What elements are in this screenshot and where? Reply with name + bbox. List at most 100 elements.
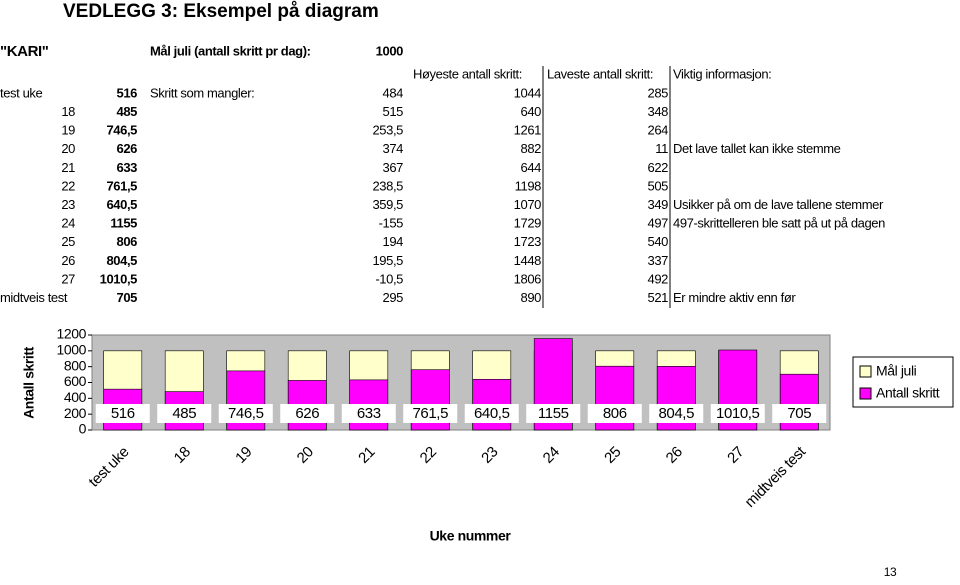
table-cell: 359,5 [372,197,403,212]
table-cell: Det lave tallet kan ikke stemme [673,141,841,156]
x-tick-label: 20 [294,444,317,467]
table-cell: 1729 [514,216,541,231]
column-header: Høyeste antall skritt: [413,66,522,81]
label-box [157,404,212,423]
table-cell: Usikker på om de lave tallene stemmer [673,197,884,212]
table-cell: 882 [521,141,542,156]
table-cell: -10,5 [375,271,403,286]
table-cell: 20 [61,141,75,156]
table-cell: 25 [61,234,75,249]
column-header: Viktig informasjon: [673,66,771,81]
table-cell: 285 [648,85,669,100]
x-tick-label: 27 [724,444,747,467]
table-cell: 1448 [514,253,541,268]
goal-value: 1000 [376,43,403,58]
label-box [526,404,581,423]
table-cell: 367 [383,160,404,175]
column-header: Laveste antall skritt: [547,66,653,81]
page-title: VEDLEGG 3: Eksempel på diagram [63,1,379,22]
y-tick-label: 400 [64,389,87,405]
table-cell: 516 [117,85,138,100]
table-cell: 1261 [514,123,541,138]
data-label: 761,5 [412,405,448,422]
label-box [95,404,150,423]
x-tick-label: 25 [601,444,624,467]
data-label: 806 [603,405,627,422]
y-tick-label: 200 [64,405,87,421]
legend-swatch [859,365,872,378]
table-cell: 640 [521,104,542,119]
table-cell: midtveis test [0,290,68,305]
data-label: 804,5 [658,405,694,422]
label-box [280,404,335,423]
x-tick-label: 22 [417,444,440,467]
table-cell: 195,5 [372,253,403,268]
table-cell: 521 [648,290,669,305]
label-box [587,404,642,423]
x-tick-label: 19 [232,444,255,467]
table-cell: 633 [117,160,138,175]
label-box [710,404,765,423]
table-cell: 484 [383,85,404,100]
table-cell: 890 [521,290,542,305]
y-tick-label: 0 [79,421,87,437]
data-label: 705 [787,405,811,422]
x-tick-label: test uke [85,444,132,491]
data-label: 485 [172,405,196,422]
x-tick-label: 26 [663,444,686,467]
label-box [403,404,458,423]
x-tick-label: 23 [478,444,501,467]
person-name: "KARI" [0,43,49,60]
table-cell: 806 [117,234,138,249]
table-cell: 746,5 [106,123,137,138]
table-cell: 1155 [110,216,137,231]
table-cell: 644 [521,160,542,175]
table-cell: 1070 [514,197,541,212]
table-cell: 11 [655,141,668,156]
table-cell: 1723 [514,234,541,249]
data-label: 1155 [538,405,569,422]
table-cell: 264 [648,123,669,138]
table-cell: 295 [383,290,404,305]
x-tick-label: 18 [171,444,194,467]
table-cell: 349 [648,197,669,212]
y-axis-title: Antall skritt [21,346,37,419]
table-cell: 23 [61,197,75,212]
table-cell: 626 [117,141,138,156]
table-cell: 1044 [514,85,541,100]
table-cell: 337 [648,253,669,268]
data-label: 626 [295,405,319,422]
table-cell: 761,5 [106,178,137,193]
data-label: 633 [357,405,381,422]
table-cell: test uke [0,85,42,100]
table-cell: 194 [383,234,404,249]
y-tick-label: 600 [64,373,87,389]
table-cell: 24 [61,216,75,231]
table-cell: 640,5 [106,197,137,212]
table-cell: 1010,5 [100,271,138,286]
legend-box [852,356,954,408]
table-cell: 492 [648,271,669,286]
label-box [218,404,273,423]
table-cell: 497-skrittelleren ble satt på ut på dage… [673,216,885,231]
data-label: 640,5 [474,405,510,422]
table-cell: Er mindre aktiv enn før [673,290,796,305]
x-axis-title: Uke nummer [430,528,512,544]
table-cell: 253,5 [372,123,403,138]
x-tick-label: midtveis test [742,443,810,511]
table-cell: 238,5 [372,178,403,193]
table-cell: 540 [648,234,669,249]
table-cell: -155 [379,216,404,231]
label-box [464,404,519,423]
data-label: 516 [111,405,135,422]
table-cell: 27 [61,271,75,286]
data-label: 1010,5 [716,405,760,422]
table-cell: 1806 [514,271,541,286]
page-number: 13 [884,565,897,579]
table-cell: 26 [61,253,75,268]
table-cell: 374 [383,141,404,156]
table-cell: 1198 [515,178,542,193]
x-tick-label: 21 [355,444,378,467]
table-cell: 18 [61,104,75,119]
